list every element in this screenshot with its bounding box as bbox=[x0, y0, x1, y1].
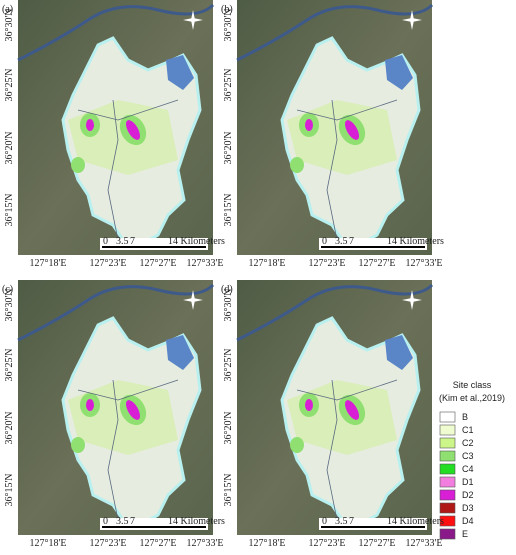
lon-label: 127°18'E bbox=[249, 258, 286, 269]
lon-label: 127°23'E bbox=[90, 538, 127, 549]
lat-label: 36°20'N bbox=[4, 131, 15, 164]
lon-label: 127°27'E bbox=[140, 538, 177, 549]
lon-label: 127°18'E bbox=[30, 258, 67, 269]
lon-label: 127°33'E bbox=[187, 258, 224, 269]
legend-label: E bbox=[462, 529, 468, 539]
scale-label: 7 bbox=[349, 236, 354, 247]
lon-label: 127°18'E bbox=[30, 538, 67, 549]
scale-label: 14 Kilometers bbox=[168, 236, 225, 247]
legend-swatch bbox=[439, 450, 456, 462]
lat-label: 36°20'N bbox=[223, 411, 234, 444]
lat-label: 36°15'N bbox=[4, 473, 15, 506]
lat-label: 36°25'N bbox=[223, 348, 234, 381]
lon-label: 127°18'E bbox=[249, 538, 286, 549]
legend-label: D2 bbox=[462, 490, 474, 500]
lat-label: 36°20'N bbox=[223, 131, 234, 164]
scale-label: 14 Kilometers bbox=[168, 516, 225, 527]
legend-label: C1 bbox=[462, 425, 474, 435]
panel-label: (c) bbox=[2, 284, 13, 295]
legend-label: D4 bbox=[462, 516, 474, 526]
legend-swatch bbox=[439, 476, 456, 488]
map-panel: (a)36°30'N 36°25'N 36°20'N 36°15'N 127°18'E 1… bbox=[2, 0, 225, 269]
map bbox=[16, 0, 215, 257]
lon-label: 127°23'E bbox=[90, 258, 127, 269]
scale-label: 7 bbox=[349, 516, 354, 527]
legend-label: D1 bbox=[462, 477, 474, 487]
lat-label: 36°15'N bbox=[223, 473, 234, 506]
legend-swatch bbox=[439, 489, 456, 501]
scale-label: 3.5 bbox=[335, 236, 348, 247]
lat-label: 36°25'N bbox=[223, 68, 234, 101]
scale-label: 0 bbox=[322, 236, 327, 247]
scale-label: 14 Kilometers bbox=[387, 516, 444, 527]
legend-swatch bbox=[439, 463, 456, 475]
lat-label: 36°30'N bbox=[4, 8, 15, 41]
legend-subtitle: (Kim et al.,2019) bbox=[439, 393, 505, 403]
lat-label: 36°15'N bbox=[4, 193, 15, 226]
scale-label: 7 bbox=[130, 236, 135, 247]
lat-label: 36°30'N bbox=[223, 288, 234, 321]
scale-label: 3.5 bbox=[116, 236, 129, 247]
legend-swatch bbox=[439, 437, 456, 449]
legend-swatch bbox=[439, 528, 456, 540]
scale-label: 7 bbox=[130, 516, 135, 527]
legend-swatch bbox=[439, 411, 456, 423]
legend-label: D3 bbox=[462, 503, 474, 513]
legend-label: C3 bbox=[462, 451, 474, 461]
scale-label: 14 Kilometers bbox=[387, 236, 444, 247]
scale-label: 0 bbox=[322, 516, 327, 527]
scale-label: 3.5 bbox=[116, 516, 129, 527]
lon-label: 127°27'E bbox=[140, 258, 177, 269]
lat-label: 36°30'N bbox=[4, 288, 15, 321]
map bbox=[235, 0, 434, 257]
scale-label: 3.5 bbox=[335, 516, 348, 527]
lat-label: 36°25'N bbox=[4, 348, 15, 381]
map bbox=[235, 278, 434, 537]
map-panel: (c)36°30'N 36°25'N 36°20'N 36°15'N 127°18'E 1… bbox=[2, 278, 225, 549]
legend-label: B bbox=[462, 412, 468, 422]
lon-label: 127°27'E bbox=[359, 538, 396, 549]
legend-swatch bbox=[439, 424, 456, 436]
map-panel: (b)36°30'N 36°25'N 36°20'N 36°15'N 127°18'E 1… bbox=[221, 0, 444, 269]
legend-swatch bbox=[439, 502, 456, 514]
scale-label: 0 bbox=[103, 516, 108, 527]
legend-swatch bbox=[439, 515, 456, 527]
lat-label: 36°30'N bbox=[223, 8, 234, 41]
panel-label: (a) bbox=[2, 4, 13, 15]
legend-title: Site class bbox=[453, 380, 492, 390]
map-panel: (d)36°30'N 36°25'N 36°20'N 36°15'N 127°18'E 1… bbox=[221, 278, 444, 549]
panel-label: (b) bbox=[221, 4, 233, 15]
legend-label: C4 bbox=[462, 464, 474, 474]
lon-label: 127°23'E bbox=[309, 258, 346, 269]
lon-label: 127°23'E bbox=[309, 538, 346, 549]
lat-label: 36°25'N bbox=[4, 68, 15, 101]
lon-label: 127°33'E bbox=[406, 538, 443, 549]
scale-label: 0 bbox=[103, 236, 108, 247]
legend-label: C2 bbox=[462, 438, 474, 448]
legend: Site class (Kim et al.,2019) B C1 C2 C3 C4 D1… bbox=[439, 380, 505, 540]
lon-label: 127°33'E bbox=[187, 538, 224, 549]
lat-label: 36°20'N bbox=[4, 411, 15, 444]
map bbox=[16, 278, 215, 537]
lat-label: 36°15'N bbox=[223, 193, 234, 226]
lon-label: 127°27'E bbox=[359, 258, 396, 269]
lon-label: 127°33'E bbox=[406, 258, 443, 269]
panel-label: (d) bbox=[221, 284, 233, 295]
